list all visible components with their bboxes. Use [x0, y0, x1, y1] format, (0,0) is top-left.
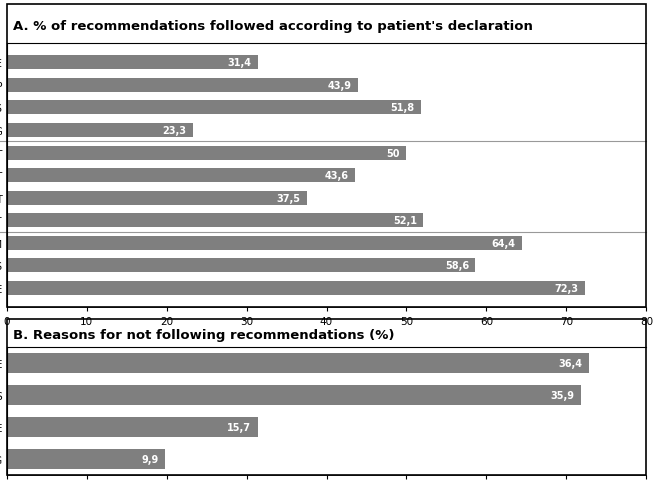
Text: 52,1: 52,1 — [393, 216, 417, 226]
Text: 15,7: 15,7 — [227, 422, 251, 432]
Text: 43,9: 43,9 — [327, 81, 351, 91]
Text: 43,6: 43,6 — [325, 171, 349, 181]
Text: 31,4: 31,4 — [227, 58, 251, 68]
Bar — [7, 79, 358, 93]
Text: 9,9: 9,9 — [141, 455, 159, 464]
Bar — [7, 214, 423, 228]
Bar — [7, 56, 258, 70]
Text: 58,6: 58,6 — [445, 261, 469, 271]
Bar — [7, 169, 355, 183]
Bar — [7, 124, 193, 138]
Bar — [7, 281, 585, 295]
Bar — [7, 236, 522, 251]
Text: B. Reasons for not following recommendations (%): B. Reasons for not following recommendat… — [13, 328, 394, 341]
Bar — [7, 353, 589, 373]
Text: A. % of recommendations followed according to patient's declaration: A. % of recommendations followed accordi… — [13, 20, 533, 33]
Bar — [7, 449, 165, 469]
Bar — [7, 417, 258, 437]
Text: 51,8: 51,8 — [390, 103, 415, 113]
Text: 50: 50 — [387, 148, 400, 158]
Text: 72,3: 72,3 — [554, 284, 579, 293]
Bar — [7, 146, 406, 160]
Bar — [7, 385, 581, 405]
Text: 23,3: 23,3 — [163, 126, 187, 136]
Bar — [7, 192, 306, 205]
Text: 64,4: 64,4 — [491, 239, 515, 248]
Text: 36,4: 36,4 — [558, 358, 582, 368]
Bar — [7, 101, 421, 115]
Bar — [7, 259, 475, 273]
Text: 37,5: 37,5 — [276, 193, 300, 204]
Text: 35,9: 35,9 — [550, 390, 575, 400]
